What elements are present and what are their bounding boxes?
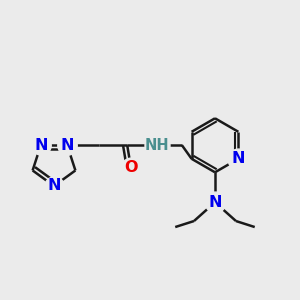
Text: NH: NH xyxy=(145,138,170,153)
Text: N: N xyxy=(34,138,47,153)
Text: N: N xyxy=(232,151,245,166)
Text: O: O xyxy=(124,160,138,175)
Text: N: N xyxy=(47,178,61,194)
Text: N: N xyxy=(61,138,74,153)
Text: N: N xyxy=(208,195,222,210)
